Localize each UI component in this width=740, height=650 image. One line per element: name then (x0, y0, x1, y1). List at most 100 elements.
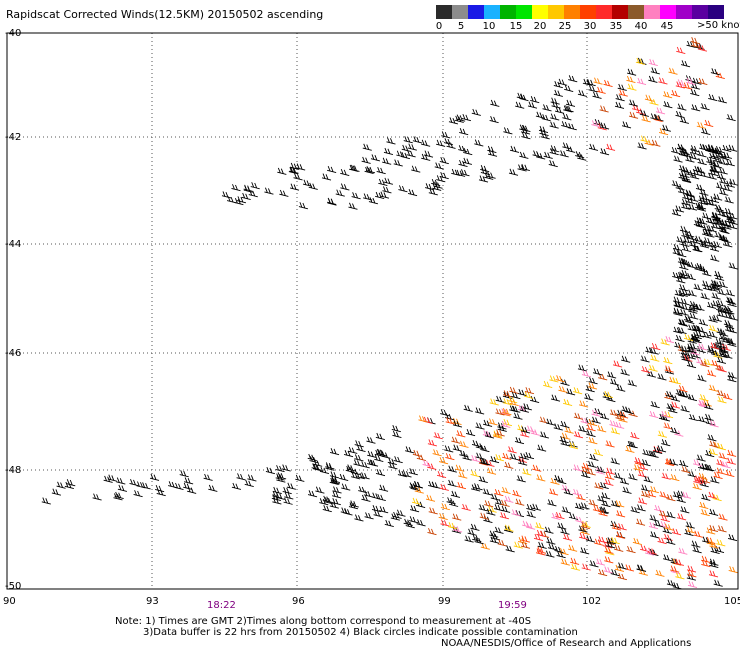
wind-barb (275, 473, 285, 481)
wind-barb (567, 123, 577, 131)
map-title: Rapidscat Corrected Winds(12.5KM) 201505… (6, 8, 324, 21)
wind-barb (678, 319, 689, 327)
wind-barb (327, 198, 337, 206)
wind-barb (626, 75, 636, 83)
wind-barb (668, 67, 678, 75)
wind-barb (362, 143, 372, 151)
wind-barb (560, 527, 570, 535)
wind-barb (621, 121, 632, 129)
wind-barb (700, 292, 710, 300)
wind-barb (519, 405, 529, 413)
wind-barb (345, 465, 355, 474)
wind-barb (478, 475, 488, 483)
wind-barb (149, 473, 160, 481)
wind-barb (678, 284, 689, 292)
wind-barb (641, 459, 651, 467)
wind-barb (484, 431, 495, 439)
wind-barb (637, 142, 647, 150)
wind-barb (517, 164, 527, 172)
wind-barb (701, 280, 712, 288)
wind-barb (577, 89, 588, 97)
wind-barb (281, 464, 291, 472)
wind-barb (685, 521, 695, 529)
wind-barb (728, 313, 738, 321)
wind-barb (174, 482, 184, 490)
wind-barb (624, 406, 634, 415)
lat-label: -40 (5, 28, 21, 39)
wind-barb (682, 236, 693, 244)
wind-barb (486, 508, 496, 516)
wind-barb (478, 504, 488, 512)
wind-barb (331, 491, 342, 499)
wind-barb (412, 449, 422, 458)
wind-barb (436, 139, 446, 147)
wind-barb (605, 440, 615, 448)
wind-barb (616, 384, 626, 392)
wind-barb (660, 521, 670, 529)
wind-barb (428, 481, 438, 489)
wind-barb (687, 394, 698, 402)
wind-barb (640, 484, 651, 492)
wind-barb (562, 142, 572, 150)
wind-barb (438, 512, 448, 521)
wind-barb (646, 490, 657, 498)
wind-barb (519, 452, 529, 460)
wind-barb (296, 163, 306, 171)
wind-barb (687, 324, 697, 332)
wind-barb (503, 127, 513, 135)
wind-barb (648, 58, 658, 67)
wind-barb (330, 475, 341, 483)
wind-barb (459, 127, 469, 136)
wind-barb (559, 150, 569, 158)
wind-barb (683, 82, 693, 90)
wind-barb (208, 484, 218, 492)
wind-barb (717, 310, 727, 318)
wind-barb (676, 513, 687, 521)
wind-barb (488, 418, 498, 426)
wind-barb (283, 497, 293, 505)
wind-barb (559, 435, 569, 444)
wind-barb (376, 493, 386, 502)
wind-barb (588, 499, 598, 507)
wind-barb (502, 408, 512, 416)
wind-barb (502, 398, 513, 406)
wind-barb (484, 500, 494, 508)
legend-tick: 30 (583, 21, 597, 32)
wind-barb (520, 541, 531, 549)
wind-barb (712, 300, 722, 308)
wind-barb (264, 187, 274, 195)
wind-barb (375, 468, 386, 477)
wind-barb (573, 464, 583, 472)
lon-label: 99 (438, 596, 451, 607)
wind-barb (519, 151, 529, 159)
wind-barb (379, 506, 389, 514)
wind-barb (348, 446, 358, 454)
wind-barb (628, 99, 638, 107)
wind-barb (141, 482, 151, 490)
wind-barb (670, 394, 681, 402)
wind-barb (41, 497, 51, 505)
wind-barb (179, 470, 189, 478)
wind-barb (535, 548, 546, 556)
wind-barb (51, 488, 61, 496)
wind-barb (536, 529, 546, 537)
wind-barb (289, 183, 300, 191)
legend-swatch (452, 5, 468, 19)
legend-tick: 45 (660, 21, 674, 32)
wind-barb (716, 539, 726, 547)
wind-barb (549, 148, 559, 156)
wind-barb (709, 420, 719, 428)
wind-barb (651, 139, 661, 147)
wind-barb (428, 188, 438, 196)
wind-barb (708, 330, 718, 339)
wind-barb (693, 530, 703, 538)
wind-barb (693, 219, 703, 228)
wind-barb (716, 172, 727, 180)
wind-barb (599, 105, 609, 113)
wind-barb (387, 457, 397, 465)
wind-barb (543, 380, 553, 388)
wind-barb (636, 504, 646, 512)
wind-barb (681, 390, 691, 399)
wind-barb (605, 143, 616, 151)
